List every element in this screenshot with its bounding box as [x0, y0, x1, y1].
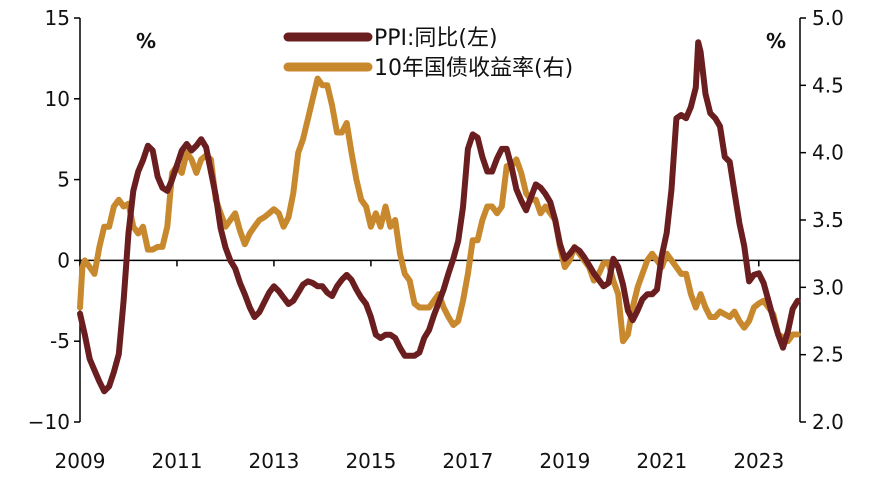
x-tick-label: 2019 [539, 449, 590, 473]
series-line-ppi [77, 39, 801, 395]
legend-label-ppi: PPI:同比(左) [374, 26, 498, 51]
right-tick-label: 2.5 [812, 343, 844, 367]
x-axis-ticks: 2009 2011 2013 2015 2017 2019 2021 2023 [55, 260, 784, 473]
right-tick-label: 3.5 [812, 208, 844, 232]
series-line-bond-yield [77, 75, 801, 345]
right-axis-unit: % [766, 29, 786, 53]
right-tick-label: 2.0 [812, 410, 844, 434]
x-tick-label: 2023 [733, 449, 784, 473]
left-tick-label: 15 [45, 6, 70, 30]
left-tick-label: −10 [28, 410, 70, 434]
right-tick-label: 3.0 [812, 275, 844, 299]
left-axis-unit: % [136, 29, 156, 53]
x-tick-label: 2017 [442, 449, 493, 473]
left-tick-label: 0 [57, 248, 70, 272]
x-tick-label: 2011 [152, 449, 203, 473]
x-tick-label: 2015 [345, 449, 396, 473]
x-tick-label: 2009 [55, 449, 106, 473]
right-tick-label: 4.0 [812, 141, 844, 165]
left-tick-label: 5 [57, 168, 70, 192]
right-tick-label: 5.0 [812, 6, 844, 30]
x-tick-label: 2021 [636, 449, 687, 473]
legend-label-bond-yield: 10年国债收益率(右) [374, 56, 573, 81]
left-tick-label: 10 [45, 87, 70, 111]
x-tick-label: 2013 [248, 449, 299, 473]
left-axis-ticks: 15 10 5 0 -5 −10 [28, 6, 80, 434]
right-axis-ticks: 5.0 4.5 4.0 3.5 3.0 2.5 2.0 [800, 6, 844, 434]
series-layer [77, 39, 801, 395]
legend: PPI:同比(左) 10年国债收益率(右) [283, 26, 573, 81]
left-tick-label: -5 [50, 329, 70, 353]
right-tick-label: 4.5 [812, 73, 844, 97]
